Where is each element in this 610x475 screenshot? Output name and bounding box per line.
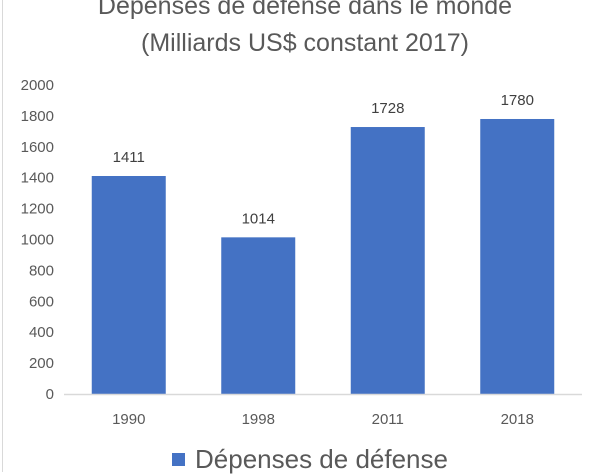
bar <box>350 127 425 395</box>
x-tick-label: 1990 <box>112 411 145 428</box>
y-tick-label: 1800 <box>21 108 54 125</box>
x-tick-label: 2018 <box>501 411 534 428</box>
data-label: 1014 <box>242 210 275 227</box>
y-tick-label: 800 <box>29 262 54 279</box>
y-tick-label: 400 <box>29 324 54 341</box>
data-label: 1728 <box>371 100 404 117</box>
legend-swatch <box>172 453 185 466</box>
chart-title-line1: Dépenses de défense dans le monde <box>97 0 513 20</box>
x-tick-label: 2011 <box>372 411 404 428</box>
y-tick-label: 1400 <box>21 170 54 187</box>
y-tick-label: 2000 <box>21 77 54 94</box>
bar <box>221 237 296 394</box>
x-tick-label: 1998 <box>242 411 275 428</box>
y-tick-label: 200 <box>29 355 54 372</box>
y-tick-label: 1600 <box>21 139 54 156</box>
bar <box>480 118 555 395</box>
data-label: 1780 <box>501 92 534 109</box>
y-tick-label: 1000 <box>21 232 54 249</box>
y-tick-label: 600 <box>29 293 54 310</box>
legend: Dépenses de défense <box>172 444 448 475</box>
bar <box>91 176 166 394</box>
legend-label: Dépenses de défense <box>195 444 448 474</box>
y-tick-label: 0 <box>46 386 54 403</box>
chart-title-line2: (Milliards US$ constant 2017) <box>141 29 469 57</box>
y-tick-label: 1200 <box>21 201 54 218</box>
data-label: 1411 <box>113 149 145 166</box>
